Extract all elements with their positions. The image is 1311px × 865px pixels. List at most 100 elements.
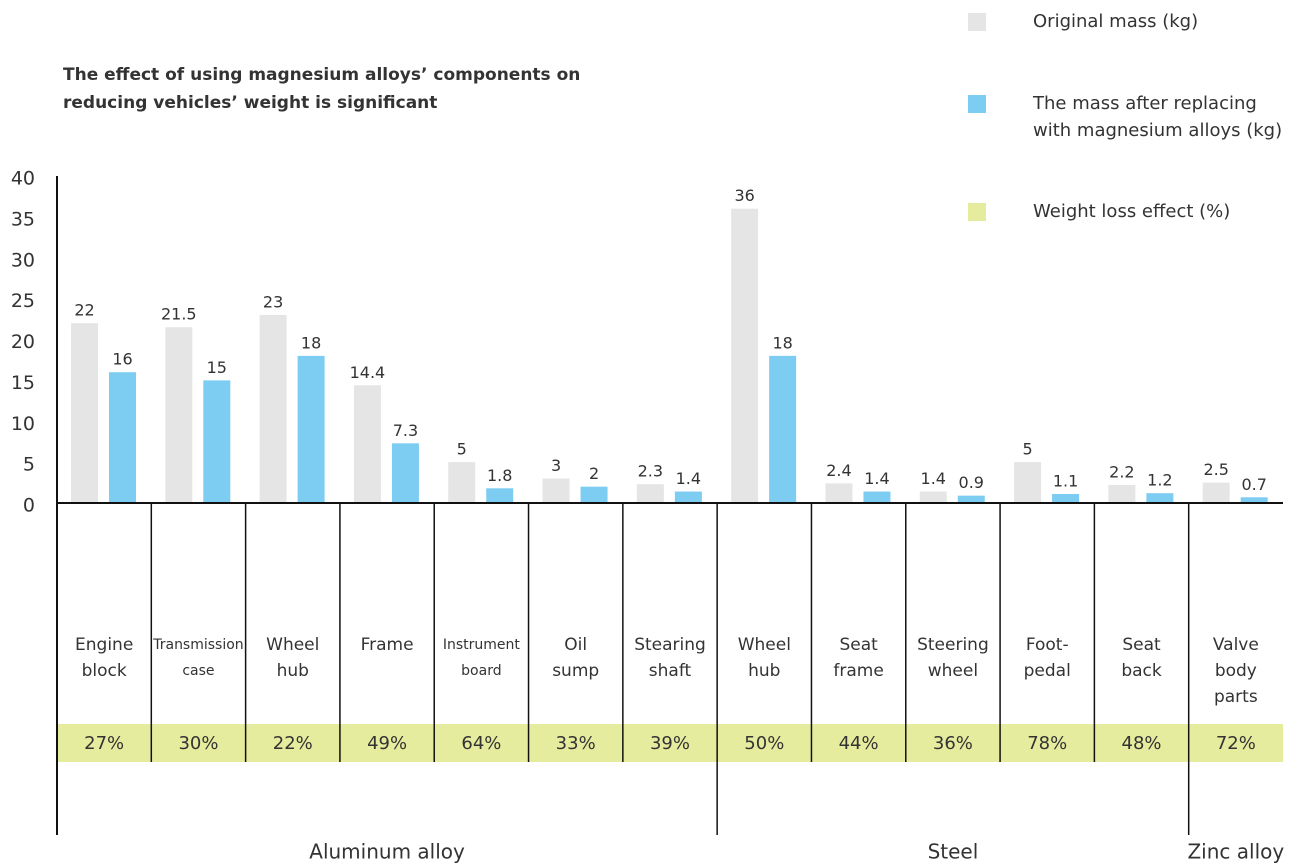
weight-loss-cell [151, 724, 246, 762]
legend-label: Weight loss effect (%) [1033, 201, 1230, 222]
group-label: Zinc alloy [1187, 840, 1284, 864]
x-tick-label: Instrument board [443, 637, 521, 679]
x-tick-label: Transmission case [152, 637, 243, 679]
x-tick-label: Frame [361, 635, 414, 655]
chart-title: The effect of using magnesium alloys’ co… [63, 65, 580, 113]
data-label: 18 [772, 333, 792, 352]
x-tick-label: Foot-pedal [1024, 635, 1071, 681]
legend-swatch [968, 13, 986, 31]
bar [109, 372, 136, 503]
bar [203, 380, 231, 503]
data-label: 14.4 [350, 363, 386, 382]
x-tick-label: Stearing shaft [634, 635, 706, 681]
bar [353, 385, 381, 503]
bar [863, 491, 891, 503]
legend-label: Original mass (kg) [1033, 11, 1198, 32]
data-label: 2.5 [1203, 460, 1228, 479]
x-tick-label: Seat back [1121, 635, 1162, 681]
weight-loss-cell [717, 724, 812, 762]
bar [165, 327, 193, 503]
weight-loss-label: 36% [933, 733, 973, 754]
data-label: 2.2 [1109, 463, 1134, 482]
bar [391, 443, 419, 503]
weight-loss-label: 72% [1216, 733, 1256, 754]
y-tick-label: 40 [11, 168, 35, 190]
data-label: 21.5 [161, 305, 197, 324]
bar [919, 491, 947, 503]
bar [71, 323, 98, 503]
weight-loss-label: 64% [461, 733, 501, 754]
data-label: 1.1 [1053, 472, 1078, 491]
weight-loss-cell [245, 724, 340, 762]
bar [486, 488, 514, 503]
bar [1052, 494, 1080, 503]
y-tick-label: 30 [11, 249, 35, 271]
weight-loss-cell [339, 724, 435, 762]
group-label: Steel [928, 840, 979, 864]
data-label: 18 [301, 333, 321, 352]
data-label: 2 [589, 464, 599, 483]
data-label: 1.4 [921, 469, 946, 488]
weight-loss-label: 44% [839, 733, 879, 754]
x-tick-label: Oil sump [552, 635, 599, 681]
bar [825, 483, 853, 503]
weight-loss-label: 27% [84, 733, 124, 754]
data-label: 1.2 [1147, 471, 1172, 490]
y-tick-label: 5 [23, 454, 35, 476]
weight-loss-label: 78% [1027, 733, 1067, 754]
x-tick-label: Valve body parts [1213, 635, 1259, 707]
y-tick-label: 15 [11, 372, 35, 394]
bar [731, 208, 759, 503]
weight-loss-cell [528, 724, 623, 762]
bar [636, 484, 664, 503]
bar [580, 486, 608, 503]
weight-loss-cell [1000, 724, 1095, 762]
bar [1014, 462, 1042, 503]
bar [957, 495, 985, 503]
legend-label: The mass after replacing with magnesium a… [1032, 93, 1282, 141]
bar [769, 355, 797, 503]
y-tick-label: 0 [23, 495, 35, 517]
data-label: 2.4 [826, 461, 851, 480]
bar [542, 478, 570, 503]
bar [1240, 497, 1268, 503]
weight-loss-cell [905, 724, 1001, 762]
weight-loss-label: 48% [1122, 733, 1162, 754]
weight-loss-cell [1094, 724, 1189, 762]
legend-swatch [968, 95, 986, 113]
data-label: 2.3 [638, 462, 663, 481]
y-tick-label: 20 [11, 331, 35, 353]
x-tick-label: Wheel hub [266, 635, 319, 681]
y-tick-label: 10 [11, 413, 35, 435]
weight-loss-label: 33% [556, 733, 596, 754]
group-label: Aluminum alloy [309, 840, 465, 864]
data-label: 22 [74, 301, 94, 320]
data-label: 16 [112, 350, 132, 369]
data-label: 5 [457, 440, 467, 459]
x-tick-label: Engine block [75, 635, 133, 681]
weight-loss-label: 30% [178, 733, 218, 754]
bar [674, 491, 702, 503]
bar [297, 355, 325, 503]
bar [1146, 493, 1174, 503]
weight-loss-cell [57, 724, 152, 762]
data-label: 23 [263, 292, 283, 311]
y-tick-label: 25 [11, 290, 35, 312]
legend-swatch [968, 203, 986, 221]
weight-loss-cell [434, 724, 529, 762]
data-label: 36 [734, 186, 754, 205]
y-tick-label: 35 [11, 208, 35, 230]
weight-loss-cell [1188, 724, 1283, 762]
data-label: 7.3 [393, 421, 418, 440]
weight-loss-label: 22% [273, 733, 313, 754]
data-label: 15 [207, 358, 227, 377]
x-tick-label: Steering wheel [917, 635, 989, 681]
weight-loss-cell [622, 724, 718, 762]
data-label: 1.4 [864, 469, 889, 488]
weight-loss-label: 49% [367, 733, 407, 754]
bar [259, 314, 287, 503]
x-tick-label: Wheel hub [738, 635, 791, 681]
weight-loss-label: 50% [744, 733, 784, 754]
data-label: 5 [1022, 440, 1032, 459]
data-label: 1.4 [676, 469, 701, 488]
